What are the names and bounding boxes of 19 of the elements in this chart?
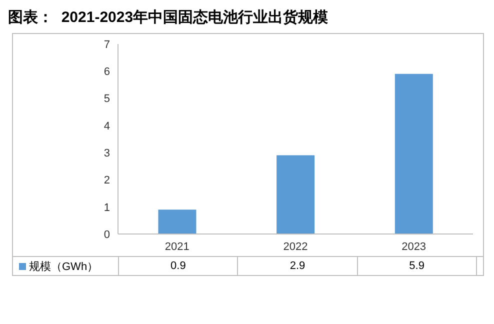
y-tick-label: 5 — [104, 93, 110, 106]
bar — [158, 210, 196, 234]
bar — [276, 155, 315, 234]
x-tick-label: 2023 — [402, 240, 426, 253]
y-tick-label: 1 — [104, 202, 110, 214]
data-label: 2.9 — [238, 257, 358, 275]
y-tick-label: 6 — [104, 66, 110, 78]
x-tick-label: 2021 — [164, 240, 190, 253]
y-tick-label: 4 — [104, 120, 110, 132]
data-label: 5.9 — [358, 257, 477, 275]
y-tick-label: 0 — [104, 228, 110, 241]
y-tick-label: 7 — [104, 38, 110, 51]
chart-title: 图表： 2021-2023年中国固态电池行业出货规模 — [8, 8, 330, 27]
legend-label: 规模（GWh） — [29, 260, 98, 274]
x-tick-label: 2022 — [283, 240, 308, 253]
bar — [394, 74, 433, 234]
y-tick-label: 3 — [104, 147, 110, 160]
y-tick-label: 2 — [104, 174, 110, 187]
data-label: 0.9 — [119, 257, 238, 275]
